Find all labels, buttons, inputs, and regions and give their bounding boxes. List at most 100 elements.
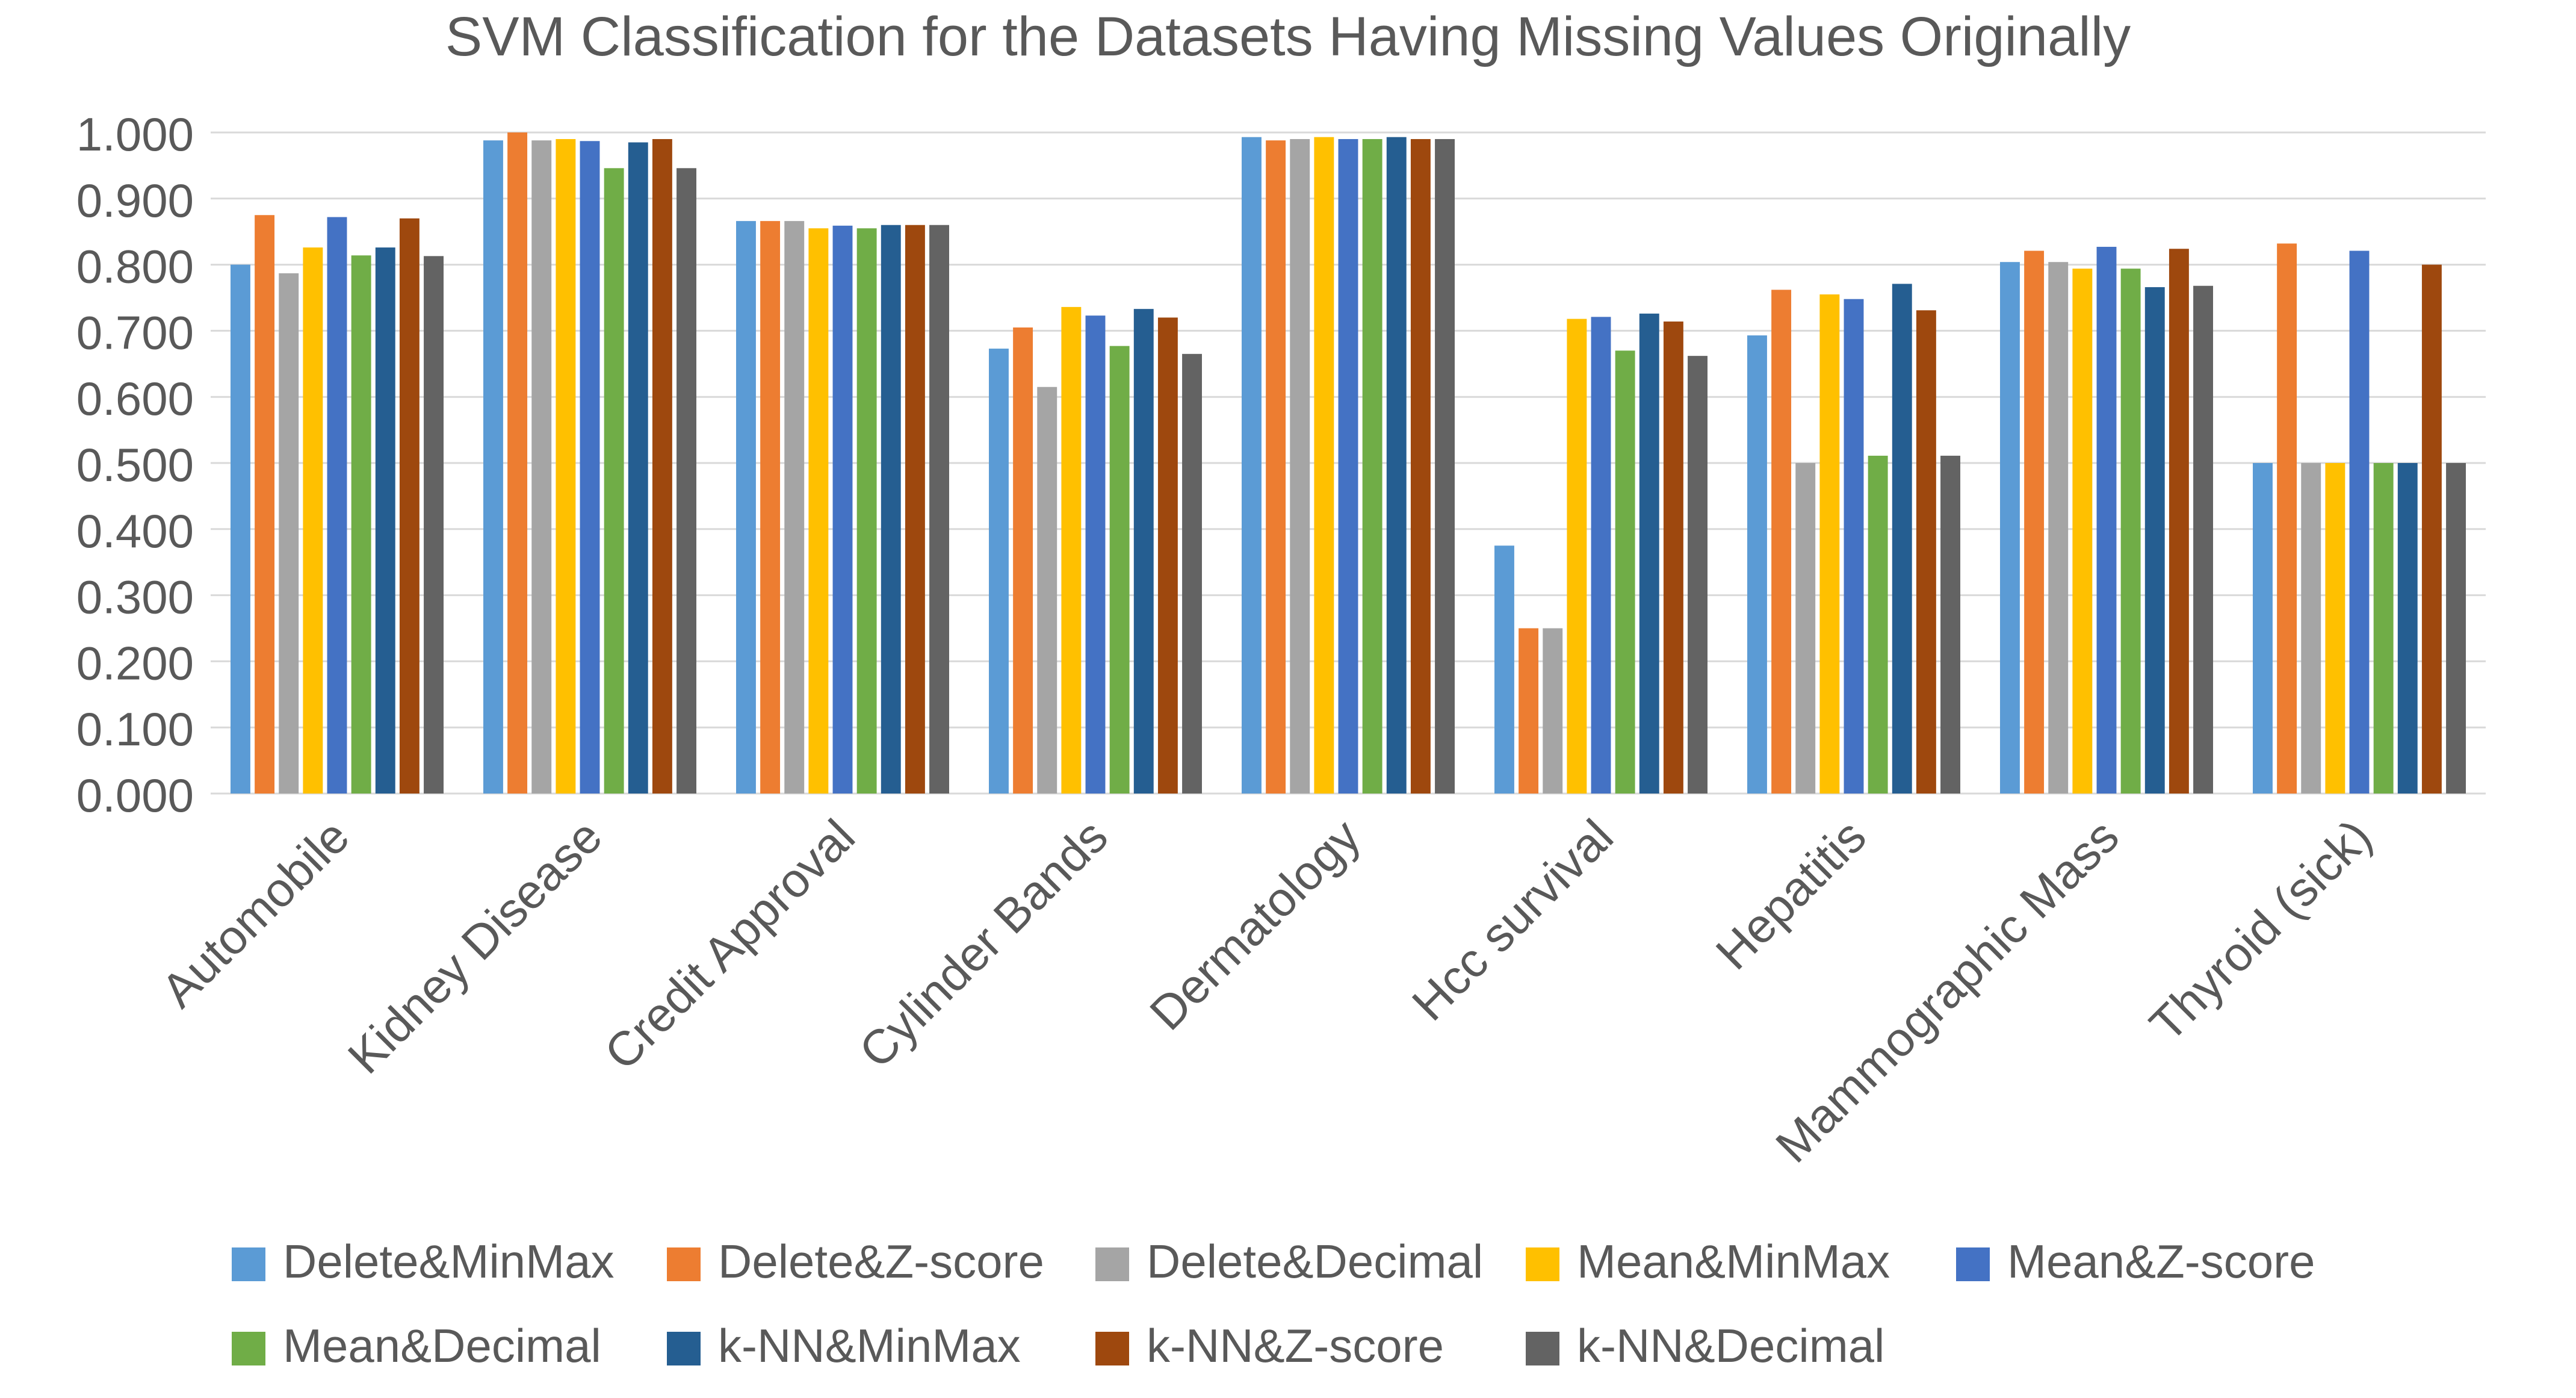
bar-mean-decimal-7 [2120, 269, 2141, 794]
legend-label: Mean&Z-score [2007, 1235, 2315, 1288]
y-tick-label: 0.700 [76, 306, 194, 359]
bar-delete-z-score-8 [2277, 243, 2297, 794]
y-tick-label: 0.000 [76, 769, 194, 822]
bar-k-nn-z-score-6 [1916, 310, 1936, 794]
bar-delete-minmax-2 [736, 221, 756, 794]
bar-delete-decimal-1 [531, 140, 552, 794]
bar-k-nn-z-score-8 [2421, 264, 2442, 794]
bar-delete-decimal-4 [1290, 138, 1310, 794]
bar-k-nn-minmax-8 [2397, 463, 2418, 794]
bar-mean-z-score-3 [1085, 315, 1106, 794]
bar-mean-minmax-7 [2072, 269, 2093, 794]
bar-delete-minmax-3 [989, 349, 1009, 794]
bar-delete-minmax-6 [1747, 335, 1767, 794]
legend-swatch [667, 1332, 701, 1365]
y-tick-label: 0.300 [76, 571, 194, 624]
bar-mean-minmax-8 [2325, 463, 2345, 794]
y-tick-label: 0.500 [76, 438, 194, 491]
legend-label: Mean&MinMax [1577, 1235, 1890, 1288]
bar-mean-decimal-2 [856, 228, 877, 794]
bar-k-nn-minmax-2 [881, 225, 901, 794]
legend-label: Mean&Decimal [283, 1319, 601, 1372]
y-tick-label: 0.400 [76, 505, 194, 558]
bar-k-nn-decimal-7 [2193, 285, 2213, 794]
bar-delete-z-score-7 [2024, 250, 2045, 794]
legend-swatch [232, 1332, 265, 1365]
bar-k-nn-z-score-1 [652, 138, 672, 794]
legend-label: Delete&Decimal [1147, 1235, 1483, 1288]
bar-k-nn-z-score-2 [905, 225, 925, 794]
bar-k-nn-minmax-3 [1133, 309, 1154, 794]
bar-mean-decimal-4 [1362, 138, 1382, 794]
y-tick-label: 1.000 [76, 108, 194, 161]
bar-mean-decimal-1 [604, 168, 624, 794]
bar-delete-z-score-0 [255, 215, 275, 794]
legend-swatch [1095, 1332, 1129, 1365]
bar-k-nn-minmax-1 [628, 142, 648, 794]
bar-delete-z-score-5 [1519, 628, 1539, 794]
legend-label: Delete&Z-score [718, 1235, 1044, 1288]
bar-delete-decimal-5 [1543, 628, 1563, 794]
bar-delete-z-score-6 [1771, 290, 1792, 794]
bar-mean-z-score-0 [327, 217, 347, 794]
bar-series-group [231, 132, 2466, 794]
bar-delete-z-score-2 [760, 221, 781, 794]
bar-mean-decimal-5 [1615, 350, 1635, 794]
bar-delete-minmax-1 [483, 140, 503, 794]
bar-mean-decimal-8 [2373, 463, 2394, 794]
bar-k-nn-z-score-4 [1410, 138, 1431, 794]
bar-delete-minmax-8 [2253, 463, 2273, 794]
bar-delete-minmax-5 [1494, 545, 1514, 794]
bar-k-nn-decimal-0 [424, 256, 444, 794]
bar-delete-minmax-0 [231, 264, 250, 794]
bar-delete-z-score-1 [507, 132, 528, 794]
bar-k-nn-decimal-1 [677, 168, 696, 794]
bar-k-nn-minmax-5 [1639, 313, 1659, 794]
bar-mean-minmax-3 [1061, 306, 1082, 794]
legend-label: k-NN&Decimal [1577, 1319, 1884, 1372]
bar-mean-z-score-2 [832, 225, 853, 794]
bar-mean-z-score-6 [1844, 299, 1864, 794]
bar-delete-decimal-8 [2301, 463, 2321, 794]
y-tick-label: 0.600 [76, 372, 194, 425]
y-tick-label: 0.800 [76, 240, 194, 293]
bar-delete-decimal-0 [279, 273, 299, 794]
legend: Delete&MinMax Delete&Z-score Delete&Decima… [232, 1235, 2315, 1372]
bar-mean-decimal-6 [1868, 455, 1888, 794]
bar-k-nn-minmax-0 [375, 247, 395, 794]
legend-swatch [1526, 1332, 1559, 1365]
bar-mean-z-score-7 [2096, 246, 2117, 794]
legend-label: k-NN&Z-score [1147, 1319, 1444, 1372]
y-axis-tick-labels: 0.000 0.100 0.200 0.300 0.400 0.500 0.600 0.700… [76, 108, 194, 822]
bar-delete-decimal-3 [1037, 387, 1057, 794]
legend-label: k-NN&MinMax [718, 1319, 1021, 1372]
bar-mean-minmax-1 [556, 138, 576, 794]
bar-mean-minmax-6 [1819, 294, 1840, 794]
bar-mean-z-score-5 [1591, 317, 1611, 794]
bar-k-nn-decimal-5 [1688, 356, 1708, 794]
bar-mean-decimal-3 [1109, 346, 1130, 794]
bar-delete-decimal-2 [784, 221, 805, 794]
bar-k-nn-decimal-6 [1940, 455, 1960, 794]
bar-delete-minmax-7 [2000, 262, 2020, 794]
bar-mean-z-score-1 [580, 141, 600, 794]
legend-label: Delete&MinMax [283, 1235, 615, 1288]
legend-swatch [667, 1247, 701, 1281]
legend-swatch [1526, 1247, 1559, 1281]
y-tick-label: 0.100 [76, 703, 194, 756]
bar-mean-minmax-4 [1314, 137, 1334, 794]
bar-k-nn-minmax-6 [1892, 284, 1912, 794]
bar-delete-decimal-6 [1795, 463, 1816, 794]
bar-mean-minmax-5 [1567, 318, 1587, 794]
y-tick-label: 0.900 [76, 174, 194, 227]
bar-mean-z-score-8 [2349, 250, 2370, 794]
bar-k-nn-z-score-0 [399, 218, 420, 794]
bar-k-nn-decimal-3 [1182, 353, 1202, 794]
legend-swatch [1956, 1247, 1990, 1281]
bar-k-nn-decimal-2 [929, 225, 949, 794]
bar-k-nn-decimal-8 [2446, 463, 2466, 794]
bar-k-nn-z-score-5 [1663, 322, 1683, 794]
bar-mean-minmax-2 [808, 228, 829, 794]
